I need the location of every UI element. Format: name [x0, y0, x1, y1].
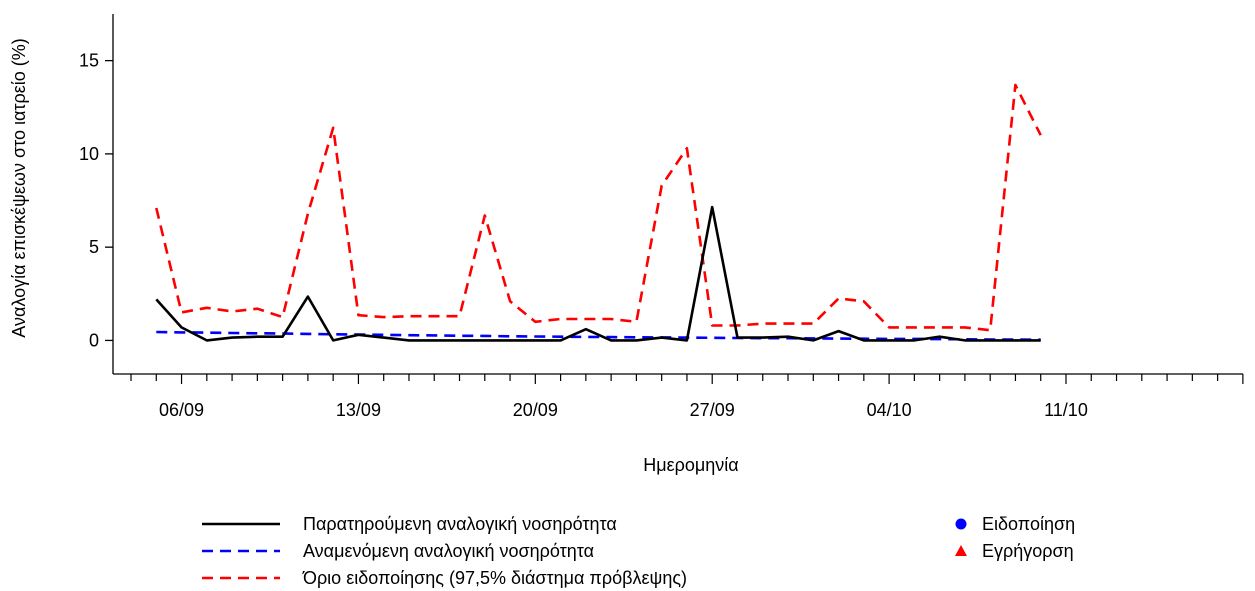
y-tick-label: 15 — [79, 51, 99, 71]
y-tick-label: 5 — [89, 237, 99, 257]
series-line-observed — [155, 205, 1041, 342]
x-axis-label: Ημερομηνία — [643, 455, 738, 475]
y-axis-label: Αναλογία επισκέψεων στο ιατρείο (%) — [9, 38, 29, 337]
legend-marker-triangle — [955, 545, 967, 556]
y-tick-label: 0 — [89, 330, 99, 350]
x-tick-label: 27/09 — [690, 400, 735, 420]
legend-label: Αναμενόμενη αναλογική νοσηρότητα — [303, 541, 594, 561]
legend-marker-circle — [955, 518, 967, 530]
x-tick-label: 13/09 — [336, 400, 381, 420]
legend-label: Όριο ειδοποίησης (97,5% διάστημα πρόβλεψ… — [302, 568, 687, 588]
legend: Παρατηρούμενη αναλογική νοσηρότητα Αναμεν… — [202, 514, 1075, 588]
legend-label: Παρατηρούμενη αναλογική νοσηρότητα — [303, 514, 617, 534]
series-line-expected — [156, 330, 1041, 341]
series-line-threshold — [155, 83, 1042, 332]
legend-marker-label: Εγρήγορση — [982, 541, 1074, 561]
x-tick-label: 11/10 — [1044, 400, 1088, 420]
x-tick-label: 20/09 — [513, 400, 558, 420]
y-tick-label: 10 — [79, 144, 99, 164]
legend-marker-label: Ειδοποίηση — [982, 514, 1075, 534]
x-tick-label: 06/09 — [159, 400, 204, 420]
axes: 0 5 10 15 06/09 13/09 20/09 27/09 04/10 11/10 — [79, 14, 1244, 420]
x-tick-label: 04/10 — [867, 400, 912, 420]
series-layer — [155, 83, 1042, 342]
